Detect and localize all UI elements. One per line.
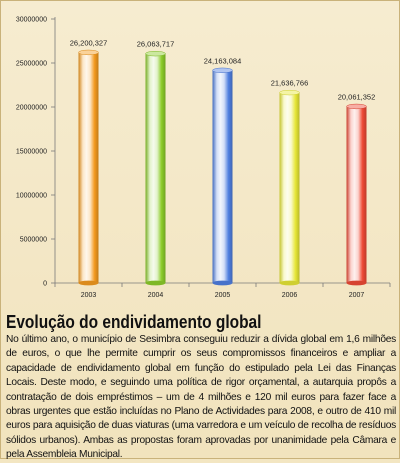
y-tick-label: 30000000 [16, 17, 47, 24]
bar-cap [279, 89, 300, 96]
y-tick-label: 25000000 [16, 61, 47, 68]
x-tick-label: 2004 [148, 292, 164, 299]
x-tick-label: 2006 [282, 292, 298, 299]
y-tick-label: 5000000 [20, 237, 47, 244]
x-tick-label: 2007 [349, 292, 365, 299]
article-title: Evolução do endividamento global [6, 312, 262, 332]
bar-2007 [346, 106, 367, 283]
x-tick-label: 2003 [81, 292, 97, 299]
y-tick-label: 0 [43, 281, 47, 288]
bar-base [145, 280, 166, 286]
data-label: 26,063,717 [137, 40, 175, 49]
bar-base [346, 280, 367, 286]
bar-cap [145, 50, 166, 57]
bar-cap [346, 103, 367, 110]
y-tick-label: 10000000 [16, 193, 47, 200]
bar-cap [78, 49, 99, 56]
bar-chart: 0 5000000 10000000 15000000 20000000 25000000… [16, 17, 391, 299]
bar-2004 [145, 53, 166, 284]
y-tick-label: 15000000 [16, 149, 47, 156]
data-label: 21,636,766 [271, 79, 309, 88]
bar-2006 [279, 92, 300, 283]
bar-cap [212, 67, 233, 74]
x-tick-label: 2005 [215, 292, 231, 299]
data-label: 24,163,084 [204, 56, 242, 65]
bar-2005 [212, 70, 233, 283]
bar-base [212, 280, 233, 286]
article-body: No último ano, o município de Sesimbra c… [6, 334, 396, 461]
data-label: 20,061,352 [338, 92, 376, 101]
bar-base [78, 280, 99, 286]
article: Evolução do endividamento global No últi… [6, 312, 396, 463]
y-tick-label: 20000000 [16, 105, 47, 112]
bar-2003 [78, 52, 99, 284]
bar-base [279, 280, 300, 286]
data-label: 26,200,327 [70, 38, 108, 47]
